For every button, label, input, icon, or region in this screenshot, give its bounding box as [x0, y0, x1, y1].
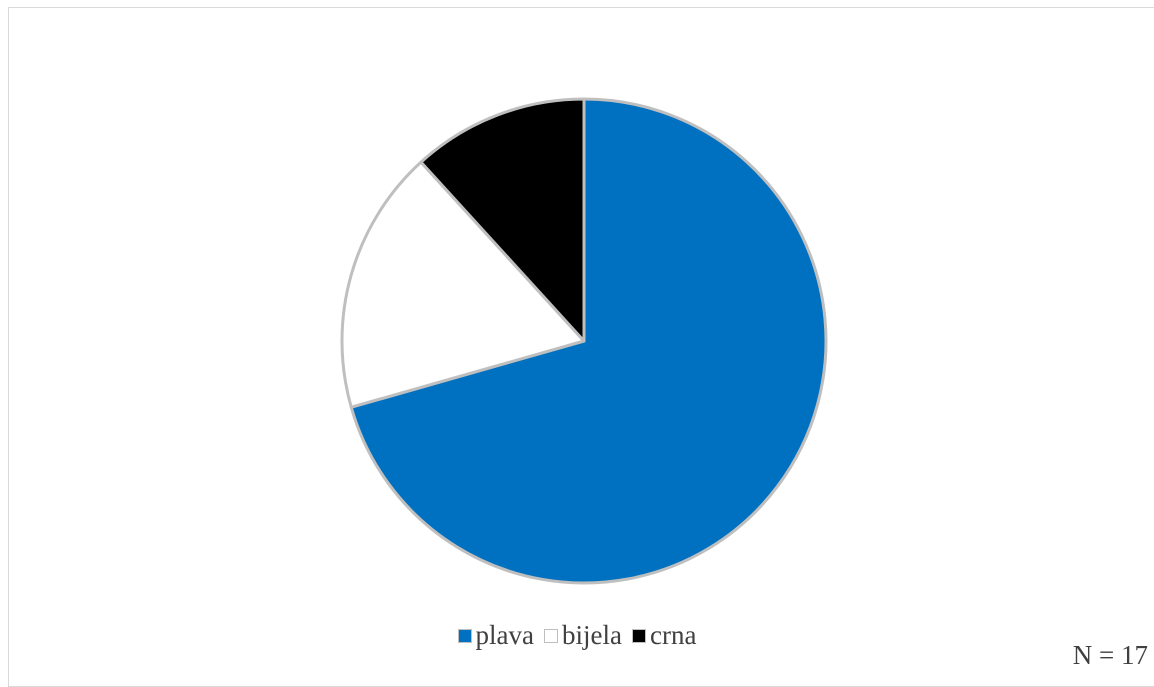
pie-slices — [340, 97, 828, 585]
legend-label-bijela: bijela — [562, 620, 622, 650]
legend-item-bijela: bijela — [544, 620, 622, 651]
pie-slice-crna — [419, 97, 586, 343]
legend-label-plava: plava — [475, 620, 535, 650]
pie-slice-bijela — [340, 160, 586, 409]
legend-item-crna: crna — [632, 620, 696, 651]
legend-swatch-bijela — [544, 628, 559, 643]
legend-label-crna: crna — [650, 620, 697, 650]
sample-size-note: N = 17 — [1072, 640, 1148, 670]
legend: plava bijela crna — [0, 620, 1154, 651]
legend-swatch-plava — [457, 628, 472, 643]
legend-item-plava: plava — [457, 620, 535, 651]
legend-swatch-crna — [632, 628, 646, 643]
pie-slice-plava — [349, 97, 828, 585]
